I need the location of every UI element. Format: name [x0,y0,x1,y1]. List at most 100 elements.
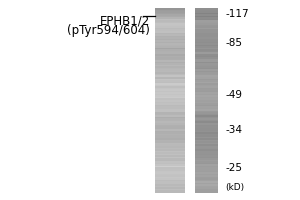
Bar [195,86,218,88]
Bar [155,190,185,192]
Bar [195,135,218,137]
Bar [195,34,218,36]
Bar [155,19,185,21]
Bar [155,17,185,19]
Bar [195,48,218,50]
Bar [155,56,185,58]
Bar [155,151,185,153]
Bar [195,105,218,107]
Bar [155,178,185,180]
Bar [195,134,218,136]
Bar [155,94,185,96]
Bar [195,88,218,90]
Bar [195,103,218,105]
Bar [195,57,218,59]
Bar [195,80,218,82]
Bar [195,83,218,85]
Bar [195,141,218,143]
Bar [195,115,218,117]
Bar [155,100,185,102]
Bar [195,100,218,102]
Bar [155,33,185,35]
Bar [155,126,185,128]
Bar [195,157,218,159]
Text: -34: -34 [225,125,242,135]
Bar [155,72,185,74]
Bar [155,62,185,64]
Bar [155,59,185,61]
Bar [195,114,218,116]
Bar [155,160,185,162]
Bar [195,174,218,176]
Bar [195,37,218,39]
Bar [195,172,218,174]
Bar [155,68,185,70]
Bar [195,82,218,84]
Bar [155,141,185,143]
Bar [155,140,185,142]
Bar [155,40,185,42]
Bar [155,155,185,157]
Bar [195,75,218,77]
Bar [155,52,185,54]
Bar [195,10,218,12]
Bar [195,92,218,94]
Bar [155,172,185,174]
Bar [155,57,185,59]
Text: -117: -117 [225,9,249,19]
Bar [195,121,218,123]
Bar [195,42,218,44]
Bar [195,79,218,81]
Text: (pTyr594/604): (pTyr594/604) [67,24,150,37]
Text: -25: -25 [225,163,242,173]
Bar [195,94,218,96]
Bar [195,91,218,93]
Bar [195,23,218,25]
Bar [155,105,185,107]
Bar [155,91,185,93]
Bar [195,112,218,114]
Bar [195,120,218,122]
Bar [195,26,218,28]
Bar [155,48,185,50]
Bar [155,82,185,84]
Bar [195,98,218,100]
Bar [195,180,218,182]
Bar [195,137,218,139]
Bar [155,11,185,13]
Bar [155,77,185,79]
Bar [195,160,218,162]
Bar [195,95,218,97]
Bar [195,143,218,145]
Bar [195,189,218,191]
Bar [155,121,185,123]
Bar [195,177,218,179]
Bar [155,174,185,176]
Bar [155,177,185,179]
Bar [195,68,218,70]
Bar [155,106,185,108]
Bar [155,65,185,67]
Bar [155,131,185,133]
Bar [195,132,218,134]
Bar [155,123,185,125]
Bar [155,66,185,68]
Bar [155,36,185,38]
Bar [195,117,218,119]
Bar [155,83,185,85]
Bar [195,102,218,104]
Bar [195,49,218,51]
Bar [155,167,185,170]
Bar [195,138,218,140]
Bar [155,186,185,188]
Bar [195,71,218,73]
Bar [155,161,185,163]
Bar [155,138,185,140]
Bar [155,13,185,15]
Bar [155,26,185,28]
Bar [195,8,218,10]
Text: -49: -49 [225,90,242,100]
Bar [195,62,218,64]
Bar [155,149,185,151]
Bar [195,77,218,79]
